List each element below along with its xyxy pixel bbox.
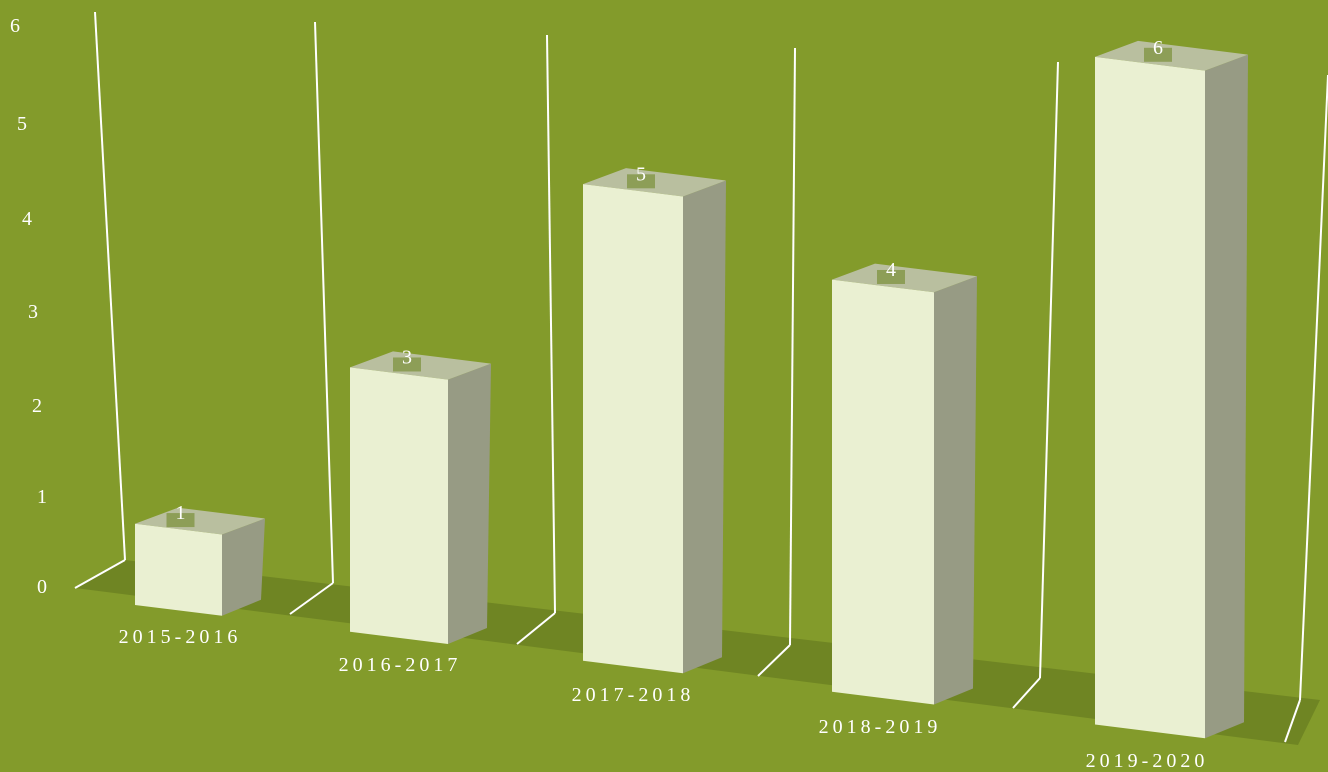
- y-tick-label: 1: [37, 486, 47, 508]
- y-tick-label: 5: [17, 113, 27, 135]
- x-category-label: 2017-2018: [572, 684, 695, 706]
- y-tick-label: 4: [22, 208, 32, 230]
- data-label: 6: [1153, 37, 1163, 59]
- x-category-label: 2015-2016: [119, 626, 242, 648]
- bar-2015-2016: 1: [135, 502, 265, 616]
- bar-2019-2020: 6: [1095, 37, 1248, 738]
- data-label: 4: [886, 259, 896, 281]
- bar-front-face: [350, 367, 448, 644]
- bar-front-face: [1095, 57, 1205, 738]
- bar-2017-2018: 5: [583, 163, 726, 673]
- y-tick-label: 6: [10, 15, 20, 37]
- bar-front-face: [583, 184, 683, 673]
- bar-side-face: [683, 181, 726, 674]
- x-category-label: 2019-2020: [1086, 750, 1209, 772]
- bar-2016-2017: 3: [350, 346, 491, 644]
- bar-front-face: [135, 524, 222, 616]
- data-label: 3: [402, 346, 412, 368]
- y-tick-label: 0: [37, 576, 47, 598]
- x-category-label: 2016-2017: [339, 654, 462, 676]
- y-tick-label: 2: [32, 395, 42, 417]
- bar-2018-2019: 4: [832, 259, 977, 705]
- bar-side-face: [934, 276, 977, 704]
- bar-side-face: [448, 364, 491, 644]
- data-label: 5: [636, 163, 646, 185]
- x-category-label: 2018-2019: [819, 716, 942, 738]
- bar-front-face: [832, 280, 934, 705]
- y-tick-label: 3: [28, 301, 38, 323]
- bar-side-face: [1205, 55, 1248, 739]
- data-label: 1: [176, 502, 186, 524]
